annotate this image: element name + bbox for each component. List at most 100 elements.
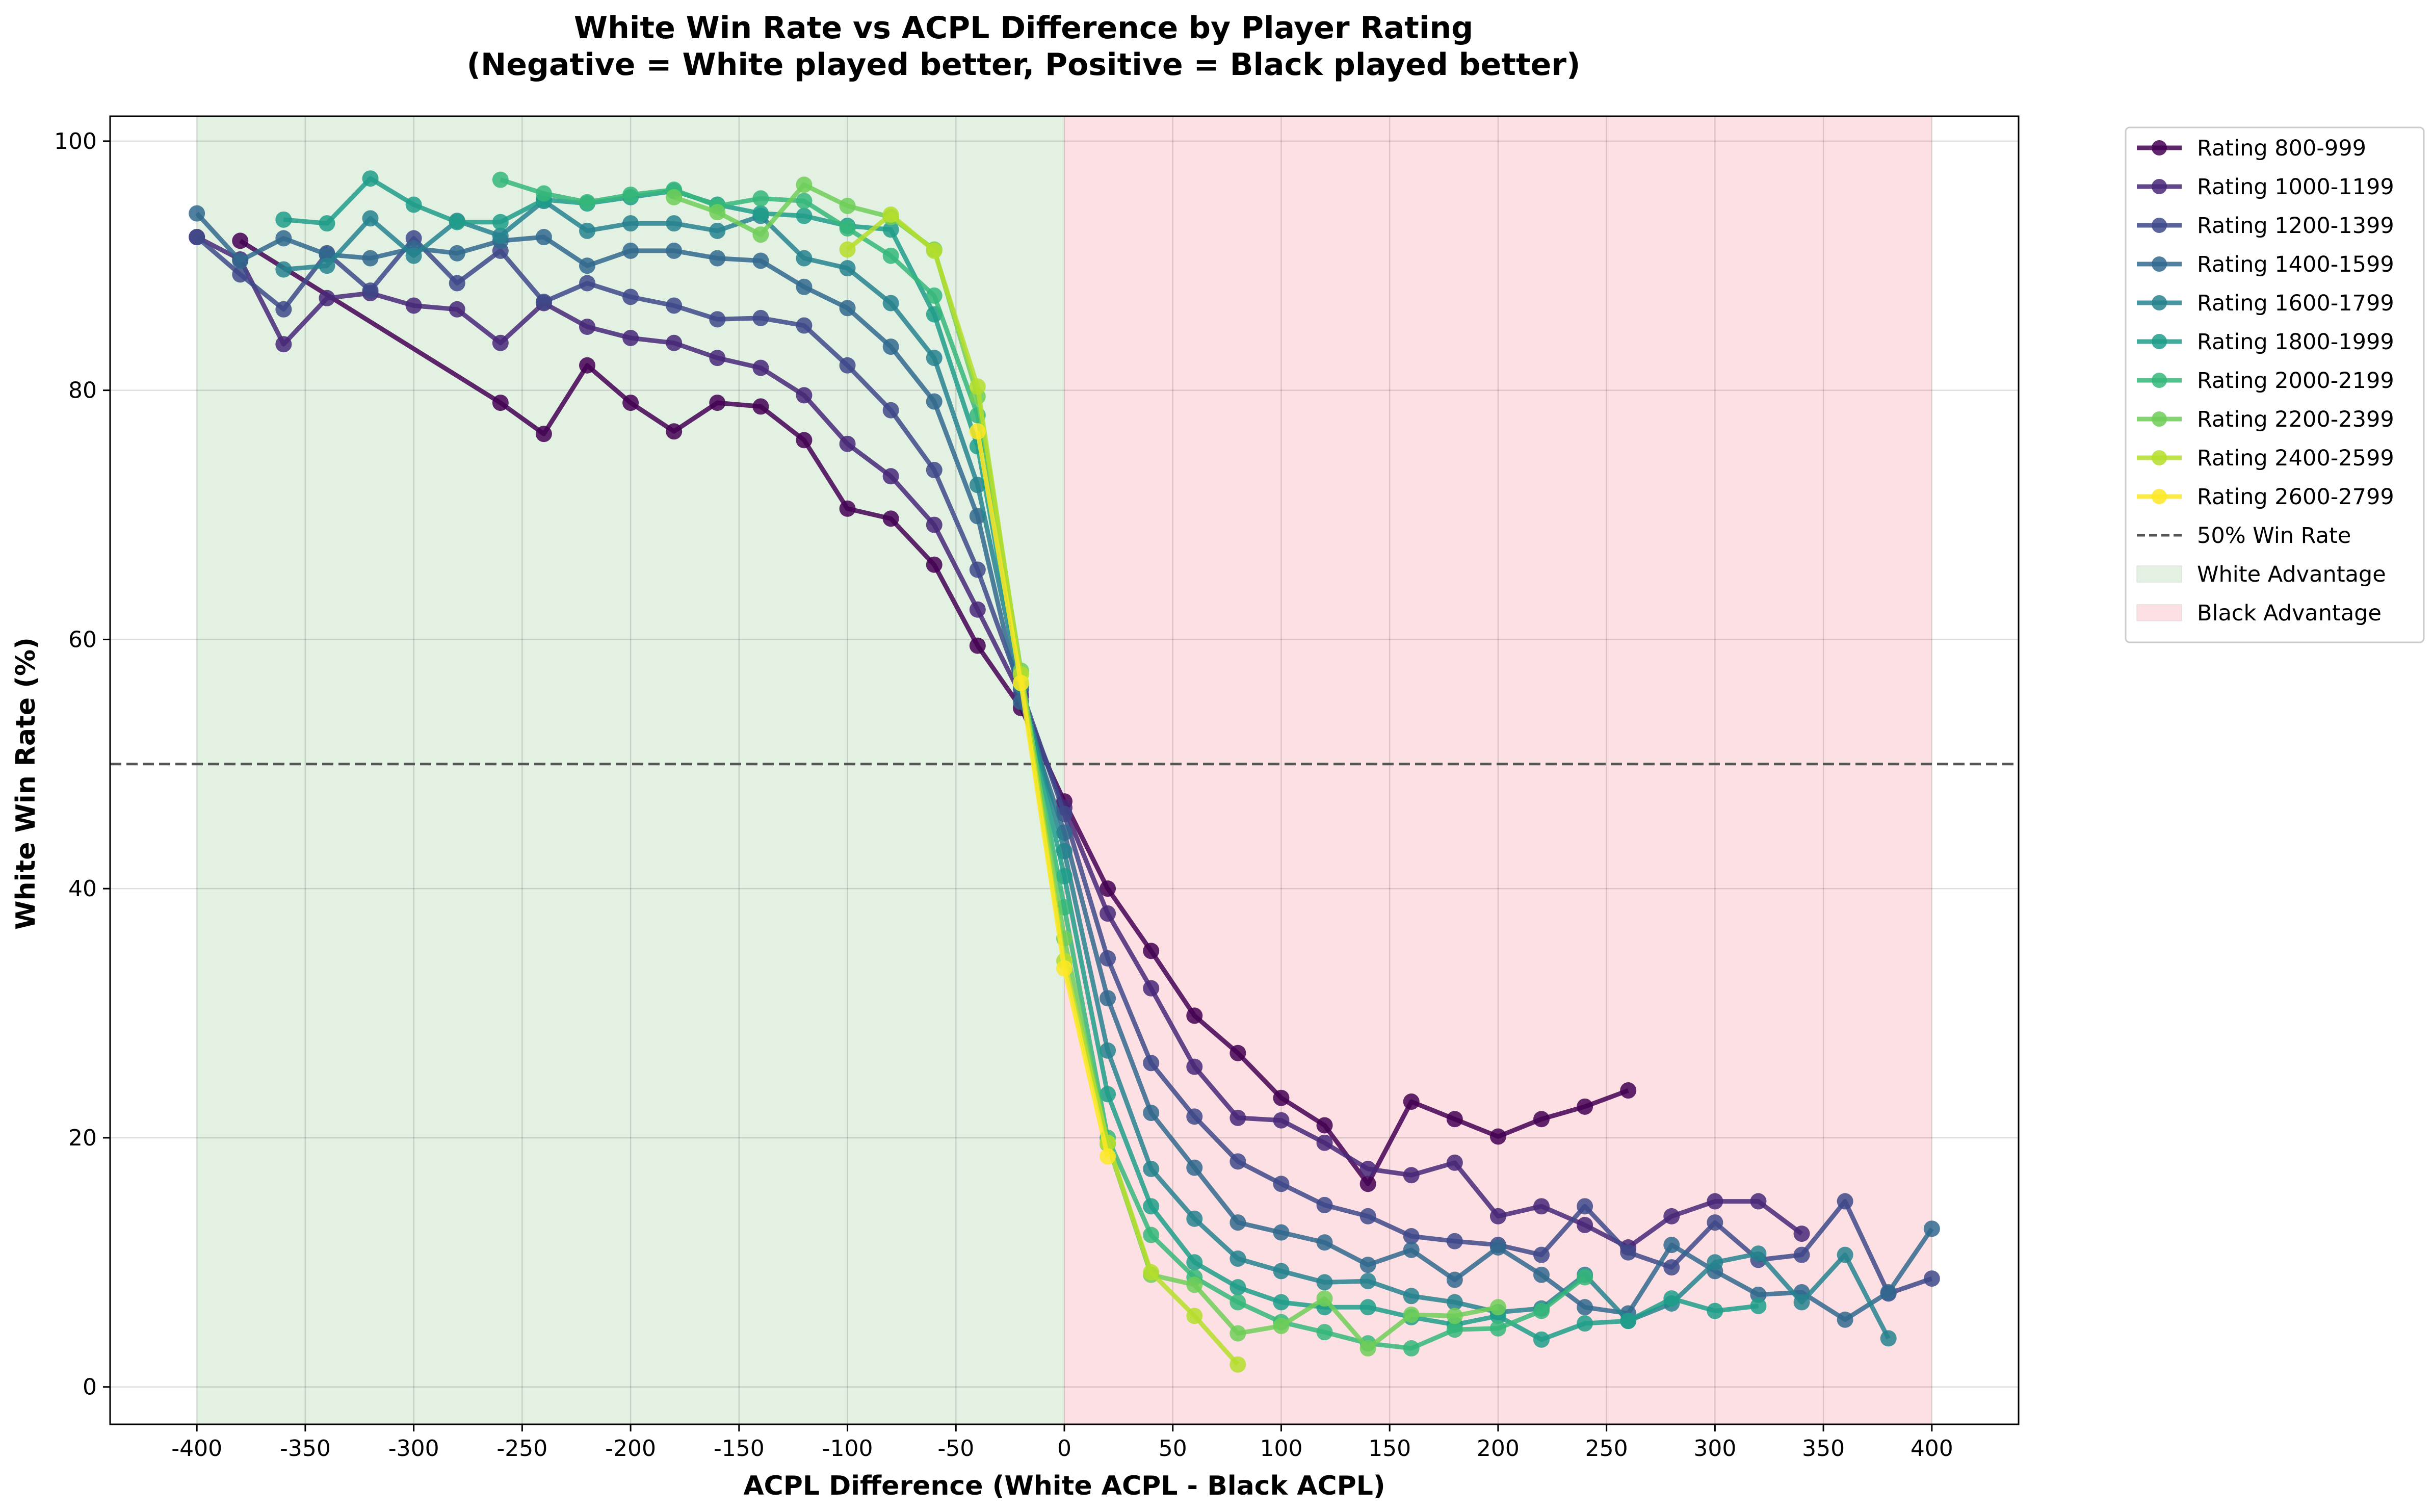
data-point [796, 387, 813, 404]
data-point [1793, 1294, 1810, 1311]
data-point [969, 378, 986, 395]
legend-swatch [2136, 565, 2182, 583]
data-point [319, 215, 335, 232]
data-point [535, 426, 552, 442]
x-tick-label: 400 [1911, 1436, 1953, 1462]
data-point [709, 395, 726, 411]
data-point [1100, 990, 1116, 1007]
data-point [1273, 1089, 1290, 1106]
data-point [1229, 1325, 1246, 1342]
legend-marker [2152, 334, 2167, 349]
data-point [535, 229, 552, 246]
data-point [1489, 1299, 1506, 1316]
legend-item: Rating 1200-1399 [2137, 213, 2394, 239]
data-point [1100, 1148, 1116, 1165]
data-point [579, 194, 595, 211]
data-point [882, 338, 899, 355]
data-point [579, 357, 595, 374]
data-point [535, 185, 552, 202]
y-axis-label: White Win Rate (%) [11, 637, 41, 930]
data-point [1403, 1340, 1420, 1357]
legend-marker [2152, 295, 2167, 310]
legend-label: Rating 800-999 [2197, 136, 2366, 161]
data-point [752, 252, 769, 269]
data-point [709, 222, 726, 239]
data-point [275, 301, 292, 318]
data-point [1403, 1241, 1420, 1258]
data-point [275, 230, 292, 247]
legend-item: White Advantage [2136, 562, 2386, 587]
data-point [839, 500, 856, 517]
data-point [1750, 1286, 1767, 1303]
data-point [492, 227, 509, 244]
data-point [1273, 1112, 1290, 1129]
data-point [752, 398, 769, 415]
data-point [1229, 1109, 1246, 1126]
legend-label: Rating 1400-1599 [2197, 252, 2394, 277]
data-point [275, 211, 292, 228]
legend-marker [2152, 411, 2167, 427]
data-point [1359, 1257, 1376, 1273]
data-point [666, 297, 683, 314]
data-point [232, 232, 249, 249]
data-point [1577, 1198, 1593, 1215]
legend-item: Rating 2200-2399 [2137, 407, 2394, 432]
data-point [362, 250, 379, 267]
data-point [1750, 1297, 1767, 1314]
x-tick-label: -100 [822, 1436, 873, 1462]
data-point [1403, 1093, 1420, 1110]
data-point [796, 176, 813, 193]
data-point [882, 402, 899, 419]
data-point [1186, 1058, 1203, 1075]
data-point [1186, 1210, 1203, 1227]
data-point [752, 226, 769, 243]
data-point [1533, 1266, 1550, 1283]
y-tick-label: 100 [54, 128, 97, 154]
data-point [1837, 1193, 1853, 1210]
plot-area [109, 115, 2020, 1425]
data-point [535, 294, 552, 310]
data-point [882, 247, 899, 264]
data-point [1273, 1294, 1290, 1311]
data-point [969, 561, 986, 578]
data-point [275, 261, 292, 278]
data-point [1100, 905, 1116, 922]
data-point [1316, 1290, 1333, 1307]
data-point [1837, 1246, 1853, 1263]
data-point [622, 329, 639, 346]
data-point [362, 170, 379, 187]
data-point [1143, 1264, 1160, 1281]
x-tick-label: -250 [496, 1436, 547, 1462]
data-point [622, 242, 639, 259]
data-point [1359, 1208, 1376, 1224]
data-point [1620, 1082, 1637, 1099]
data-point [1663, 1290, 1680, 1307]
data-point [752, 359, 769, 376]
data-point [1446, 1111, 1463, 1128]
data-point [1403, 1306, 1420, 1323]
data-point [882, 468, 899, 485]
data-point [449, 275, 465, 292]
data-point [1359, 1299, 1376, 1316]
legend-item: Rating 800-999 [2137, 136, 2366, 161]
data-point [1316, 1274, 1333, 1291]
data-point [1186, 1276, 1203, 1293]
data-point [882, 295, 899, 311]
data-point [1489, 1320, 1506, 1337]
data-point [1446, 1154, 1463, 1171]
data-point [752, 190, 769, 207]
legend-label: Rating 1000-1199 [2197, 174, 2394, 200]
x-tick-label: 200 [1477, 1436, 1520, 1462]
data-point [579, 319, 595, 335]
data-point [189, 229, 205, 246]
x-tick-label: -200 [605, 1436, 656, 1462]
legend-marker [2152, 140, 2167, 155]
data-point [1707, 1302, 1723, 1319]
data-point [666, 189, 683, 205]
legend-label: Rating 1600-1799 [2197, 291, 2394, 316]
data-point [232, 252, 249, 269]
data-point [1143, 943, 1160, 959]
data-point [1403, 1228, 1420, 1244]
data-point [449, 245, 465, 262]
legend-marker [2152, 373, 2167, 388]
